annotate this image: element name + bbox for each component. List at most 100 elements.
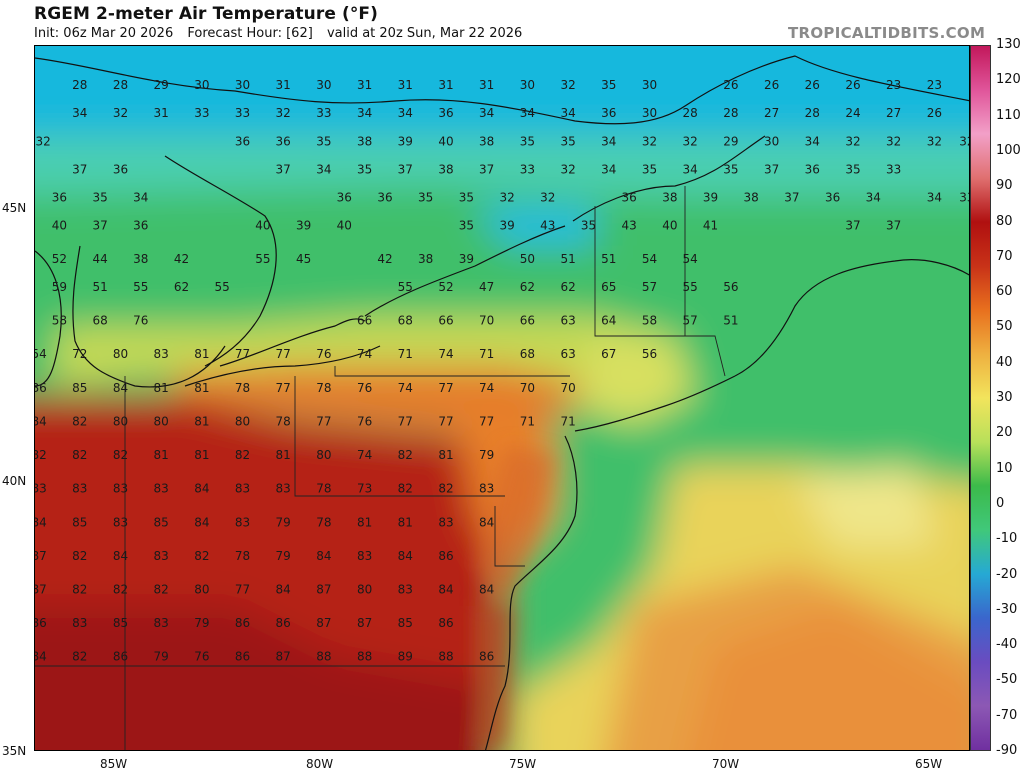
lon-label-65w: 65W — [915, 757, 943, 771]
temperature-value: 51 — [723, 314, 738, 328]
lon-label-85w: 85W — [100, 757, 128, 771]
temperature-value: 85 — [113, 616, 128, 630]
lat-label-45n: 45N — [2, 201, 27, 215]
temperature-value: 34 — [479, 106, 494, 120]
temperature-value: 83 — [276, 482, 291, 496]
temperature-value: 81 — [194, 347, 209, 361]
temperature-value: 27 — [764, 106, 779, 120]
temperature-value: 32 — [276, 106, 291, 120]
temperature-value: 36 — [133, 218, 148, 232]
temperature-value: 83 — [154, 549, 169, 563]
temperature-value: 34 — [805, 134, 820, 148]
map-subtitle: Init: 06z Mar 20 2026 Forecast Hour: [62… — [34, 26, 532, 41]
temperature-value: 51 — [601, 252, 616, 266]
temperature-value: 79 — [276, 549, 291, 563]
colorbar-label: 90 — [996, 178, 1013, 194]
temperature-value: 77 — [276, 381, 291, 395]
temperature-value: 80 — [154, 414, 169, 428]
temperature-value: 81 — [398, 515, 413, 529]
colorbar-label: -50 — [996, 672, 1018, 688]
temperature-value: 36 — [113, 162, 128, 176]
temperature-value: 67 — [601, 347, 616, 361]
temperature-value: 36 — [438, 106, 453, 120]
temperature-value: 38 — [438, 162, 453, 176]
temperature-value: 55 — [215, 280, 230, 294]
temperature-value: 29 — [154, 78, 169, 92]
temperature-value: 87 — [316, 616, 331, 630]
temperature-value: 28 — [113, 78, 128, 92]
colorbar-label: 70 — [996, 248, 1013, 264]
temperature-value: 83 — [154, 616, 169, 630]
temperature-value: 33 — [316, 106, 331, 120]
temperature-value: 88 — [316, 650, 331, 664]
temperature-value: 87 — [35, 549, 47, 563]
map-canvas: 28 28 29 30 30 31 30 31 31 31 31 30 32 35 30 26 26 26 26 23… — [35, 46, 970, 750]
temperature-value: 38 — [357, 134, 372, 148]
temperature-value: 35 — [459, 190, 474, 204]
temperature-colorbar — [970, 45, 991, 751]
temperature-value: 30 — [642, 106, 657, 120]
temperature-value: 37 — [886, 218, 901, 232]
temperature-value: 52 — [52, 252, 67, 266]
lat-label-35n: 35N — [2, 744, 27, 758]
temperature-value: 83 — [235, 482, 250, 496]
temperature-value: 33 — [959, 190, 970, 204]
temperature-value: 39 — [296, 218, 311, 232]
init-time: Init: 06z Mar 20 2026 — [34, 26, 174, 41]
temperature-value: 35 — [642, 162, 657, 176]
temperature-value: 80 — [235, 414, 250, 428]
temperature-value: 78 — [316, 381, 331, 395]
temperature-field — [35, 46, 969, 750]
temperature-value: 84 — [35, 650, 47, 664]
colorbar-label: 110 — [996, 107, 1021, 123]
temperature-value: 62 — [174, 280, 189, 294]
temperature-value: 52 — [438, 280, 453, 294]
temperature-value: 29 — [723, 134, 738, 148]
temperature-value: 32 — [499, 190, 514, 204]
colorbar-label: -10 — [996, 531, 1018, 547]
temperature-value: 32 — [642, 134, 657, 148]
temperature-value: 34 — [683, 162, 698, 176]
lon-label-80w: 80W — [306, 757, 334, 771]
temperature-value: 36 — [377, 190, 392, 204]
temperature-value: 71 — [479, 347, 494, 361]
temperature-value: 71 — [560, 414, 575, 428]
temperature-value: 32 — [35, 134, 50, 148]
temperature-value: 89 — [398, 650, 413, 664]
temperature-value: 35 — [459, 218, 474, 232]
temperature-value: 85 — [154, 515, 169, 529]
temperature-value: 83 — [35, 482, 47, 496]
temperature-value: 80 — [357, 583, 372, 597]
temperature-value: 50 — [520, 252, 535, 266]
temperature-value: 36 — [337, 190, 352, 204]
temperature-value: 40 — [337, 218, 352, 232]
temperature-value: 68 — [398, 314, 413, 328]
temperature-value: 86 — [35, 381, 47, 395]
temperature-value: 81 — [154, 448, 169, 462]
temperature-value: 85 — [72, 515, 87, 529]
temperature-value: 84 — [479, 583, 494, 597]
temperature-value: 66 — [438, 314, 453, 328]
colorbar-label: 50 — [996, 319, 1013, 335]
temperature-value: 32 — [959, 134, 970, 148]
temperature-value: 84 — [35, 414, 47, 428]
temperature-value: 43 — [540, 218, 555, 232]
temperature-value: 84 — [194, 515, 209, 529]
temperature-value: 84 — [35, 515, 47, 529]
temperature-value: 39 — [398, 134, 413, 148]
temperature-value: 86 — [35, 616, 47, 630]
colorbar-label: 120 — [996, 72, 1021, 88]
colorbar-label: -20 — [996, 566, 1018, 582]
temperature-value: 30 — [316, 78, 331, 92]
temperature-value: 56 — [642, 347, 657, 361]
temperature-value: 81 — [194, 448, 209, 462]
temperature-map[interactable]: 28 28 29 30 30 31 30 31 31 31 31 30 32 35 30 26 26 26 26 23… — [34, 45, 970, 751]
temperature-value: 37 — [784, 190, 799, 204]
colorbar-label: -40 — [996, 637, 1018, 653]
colorbar-label: 100 — [996, 142, 1021, 158]
temperature-labels: 28 28 29 30 30 31 30 31 31 31 31 30 32 35 30 26 26 26 26 23… — [35, 78, 970, 664]
temperature-value: 81 — [438, 448, 453, 462]
temperature-value: 36 — [601, 106, 616, 120]
temperature-value: 84 — [479, 515, 494, 529]
temperature-value: 83 — [154, 347, 169, 361]
